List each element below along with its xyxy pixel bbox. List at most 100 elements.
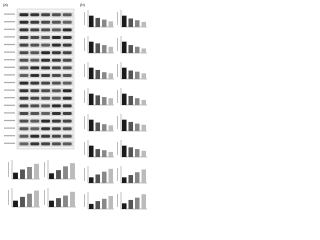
- blot-band: [19, 20, 29, 24]
- bar: [128, 70, 134, 79]
- blot-band: [51, 13, 61, 17]
- bar: [141, 150, 147, 157]
- bar: [141, 99, 147, 105]
- blot-band: [30, 134, 40, 138]
- bar: [141, 21, 147, 27]
- bar: [134, 123, 140, 131]
- blot-band: [51, 81, 61, 85]
- bar: [13, 200, 18, 207]
- blot-band: [19, 142, 29, 146]
- bar: [121, 145, 127, 157]
- blot-band: [62, 81, 72, 85]
- bar: [27, 166, 32, 179]
- bar: [134, 149, 140, 157]
- bar: [88, 203, 94, 209]
- blot-band: [41, 127, 51, 131]
- blot-band: [41, 51, 51, 55]
- axis-label-placeholder: [84, 64, 85, 77]
- blot-band: [19, 13, 29, 17]
- blot-band: [41, 119, 51, 123]
- bar: [101, 19, 107, 27]
- bar: [13, 172, 18, 179]
- label-placeholder: [4, 89, 15, 91]
- blot-band: [62, 58, 72, 62]
- bar: [134, 71, 140, 79]
- blot-band: [30, 28, 40, 32]
- axis-label-placeholder: [84, 168, 85, 181]
- blot-band: [51, 96, 61, 100]
- bar: [88, 41, 94, 53]
- bar: [95, 43, 101, 53]
- axis-label-placeholder: [117, 64, 118, 77]
- label-placeholder: [4, 142, 15, 144]
- bar: [121, 119, 127, 131]
- bar: [101, 45, 107, 53]
- label-placeholder: [4, 119, 15, 122]
- panel-label: (b): [80, 2, 86, 7]
- blot-band: [30, 13, 40, 17]
- label-placeholder: [4, 13, 15, 15]
- label-placeholder: [4, 21, 15, 23]
- blot-band: [62, 112, 72, 115]
- blot-band: [30, 96, 40, 100]
- blot-band: [62, 28, 72, 32]
- bar: [121, 41, 127, 53]
- blot-band: [30, 58, 40, 62]
- axis-label-placeholder: [117, 90, 118, 103]
- blot-band: [62, 119, 72, 123]
- label-placeholder: [4, 28, 15, 30]
- bar: [128, 18, 134, 27]
- bar: [128, 199, 134, 209]
- bar: [56, 170, 61, 179]
- bar: [49, 200, 54, 207]
- blot-band: [41, 112, 51, 115]
- blot-band: [62, 74, 72, 77]
- blot-band: [41, 81, 51, 85]
- bar: [88, 119, 94, 131]
- axis-label-placeholder: [8, 190, 9, 205]
- bar: [108, 21, 114, 27]
- bar: [101, 150, 107, 157]
- blot-band: [19, 66, 29, 70]
- bar: [108, 151, 114, 157]
- bar: [134, 172, 140, 183]
- bar: [49, 173, 54, 179]
- bar: [95, 149, 101, 157]
- axis-label-placeholder: [84, 194, 85, 207]
- blot-band: [51, 142, 61, 146]
- blot-band: [41, 43, 51, 47]
- blot-band: [51, 66, 61, 70]
- blot-band: [51, 51, 61, 55]
- blot-band: [30, 51, 40, 55]
- blot-band: [41, 104, 51, 108]
- bar: [121, 203, 127, 209]
- axis-label-placeholder: [84, 38, 85, 51]
- bar: [88, 67, 94, 79]
- bar: [121, 93, 127, 105]
- blot-band: [62, 127, 72, 131]
- label-placeholder: [4, 135, 15, 137]
- blot-band: [19, 81, 29, 85]
- bar: [141, 48, 147, 53]
- bar: [108, 125, 114, 131]
- axis-label-placeholder: [84, 116, 85, 129]
- label-placeholder: [4, 74, 15, 76]
- blot-band: [19, 43, 29, 47]
- blot-band: [62, 134, 72, 138]
- blot-band: [30, 74, 40, 77]
- bar: [121, 67, 127, 79]
- bar: [101, 97, 107, 105]
- bar: [128, 175, 134, 183]
- blot-band: [41, 66, 51, 70]
- bar: [121, 15, 127, 27]
- blot-band: [30, 66, 40, 70]
- bar: [108, 46, 114, 53]
- blot-band: [51, 112, 61, 115]
- bar: [56, 198, 61, 207]
- blot-band: [30, 20, 40, 24]
- bar: [101, 171, 107, 183]
- bar: [88, 15, 94, 27]
- label-placeholder: [4, 66, 15, 68]
- blot-band: [62, 36, 72, 39]
- bar: [20, 196, 25, 207]
